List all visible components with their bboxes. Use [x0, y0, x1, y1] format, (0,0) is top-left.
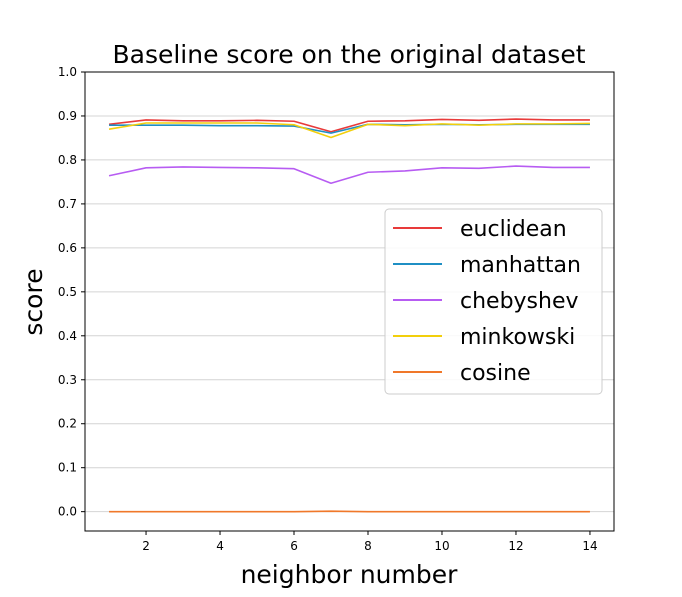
y-tick-label: 0.5	[58, 285, 77, 299]
y-tick-label: 0.8	[58, 153, 77, 167]
legend-label-minkowski: minkowski	[460, 325, 575, 350]
legend-box	[384, 208, 603, 395]
chart-title: Baseline score on the original dataset	[112, 40, 585, 69]
y-tick-label: 0.2	[58, 417, 77, 431]
legend: euclidean manhattan chebyshev minkowski cosi…	[384, 208, 603, 395]
x-tick-label: 6	[290, 539, 298, 553]
y-tick-label: 0.0	[58, 505, 77, 519]
x-tick-label: 8	[364, 539, 372, 553]
axis-ticks: 0.0 0.1 0.2 0.3 0.4 0.5 0.6 0.7 0.8 0.9 1.0 2 4 6 8 10 1…	[58, 65, 598, 553]
y-tick-label: 0.6	[58, 241, 77, 255]
legend-label-cosine: cosine	[460, 361, 531, 386]
y-axis-label: score	[19, 268, 48, 335]
x-axis-label: neighbor number	[241, 560, 459, 589]
x-tick-label: 10	[434, 539, 449, 553]
series-line-euclidean	[108, 118, 590, 133]
y-tick-label: 0.1	[58, 461, 77, 475]
series-lines	[108, 118, 590, 513]
series-line-chebyshev	[108, 165, 590, 185]
legend-label-euclidean: euclidean	[460, 217, 567, 242]
plot-frame	[84, 71, 615, 532]
series-line-minkowski	[108, 122, 590, 139]
series-line-manhattan	[109, 123, 590, 134]
x-tick-label: 12	[508, 539, 523, 553]
y-tick-label: 0.7	[58, 197, 77, 211]
y-tick-label: 0.3	[58, 373, 77, 387]
x-tick-label: 4	[216, 539, 224, 553]
x-tick-label: 2	[142, 539, 150, 553]
x-tick-label: 14	[582, 539, 597, 553]
y-tick-label: 0.4	[58, 329, 77, 343]
legend-label-chebyshev: chebyshev	[460, 289, 579, 314]
y-tick-label: 0.9	[58, 109, 77, 123]
legend-label-manhattan: manhattan	[460, 253, 581, 278]
y-tick-label: 1.0	[58, 65, 77, 79]
